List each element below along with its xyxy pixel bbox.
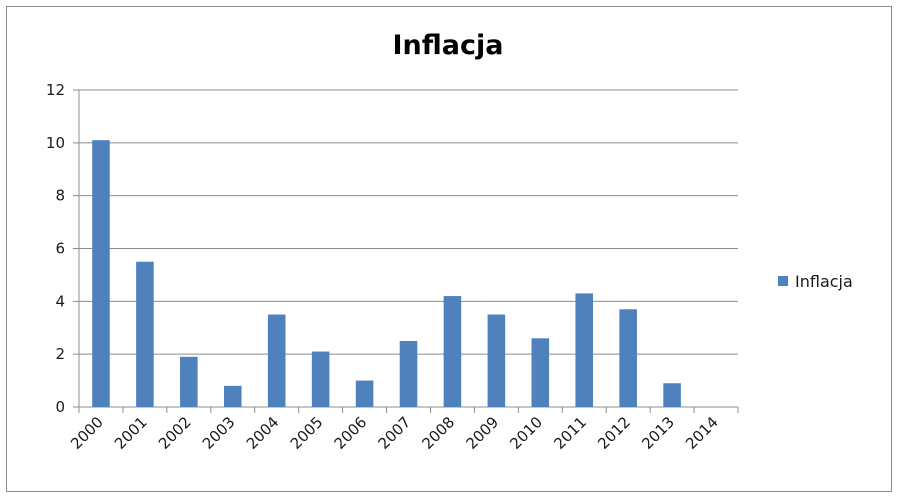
x-tick-label: 2012 [594, 413, 634, 453]
x-axis-ticks: 2000 2001 2002 2003 2004 2005 2006 2007 2008 2009… [67, 413, 722, 453]
x-tick-label: 2001 [111, 413, 151, 453]
legend: Inflacja [778, 272, 853, 291]
x-tick-label: 2011 [550, 413, 590, 453]
bar-2000 [92, 140, 110, 408]
bar-2006 [355, 380, 374, 407]
y-tick-label: 2 [55, 345, 65, 363]
y-tick-label: 10 [46, 134, 65, 152]
bar-2002 [180, 356, 198, 407]
bar-2010 [531, 338, 550, 407]
x-tick-label: 2005 [287, 413, 327, 453]
x-tick-label: 2008 [419, 413, 459, 453]
y-axis-ticks: 0 2 4 6 8 10 12 [46, 81, 65, 416]
y-tick-label: 0 [55, 398, 65, 416]
bars [92, 140, 681, 408]
x-tick-label: 2003 [199, 413, 239, 453]
bar-2011 [575, 293, 594, 407]
bar-2013 [663, 383, 681, 407]
bar-2007 [399, 340, 418, 407]
x-tick-label: 2009 [462, 413, 502, 453]
y-tick-label: 6 [55, 240, 65, 258]
chart-title: Inflacja [393, 30, 504, 61]
y-tick-label: 4 [55, 292, 65, 310]
bar-2008 [443, 296, 462, 407]
bar-2012 [619, 309, 637, 407]
x-tick-label: 2013 [638, 413, 678, 453]
y-tick-label: 12 [46, 81, 65, 99]
legend-swatch [778, 276, 788, 286]
x-tick-label: 2000 [67, 413, 107, 453]
x-tick-label: 2002 [155, 413, 195, 453]
x-tick-label: 2010 [506, 413, 546, 453]
x-tick-label: 2007 [375, 413, 415, 453]
x-tick-label: 2004 [243, 413, 283, 453]
legend-label: Inflacja [795, 272, 853, 291]
x-tick-label: 2006 [331, 413, 371, 453]
x-tick-label: 2014 [682, 413, 722, 453]
bar-2009 [487, 314, 506, 407]
bar-2004 [267, 314, 286, 407]
bar-2005 [311, 351, 330, 407]
y-tick-label: 8 [55, 187, 65, 205]
bar-2001 [136, 261, 154, 407]
bar-2003 [223, 385, 242, 407]
